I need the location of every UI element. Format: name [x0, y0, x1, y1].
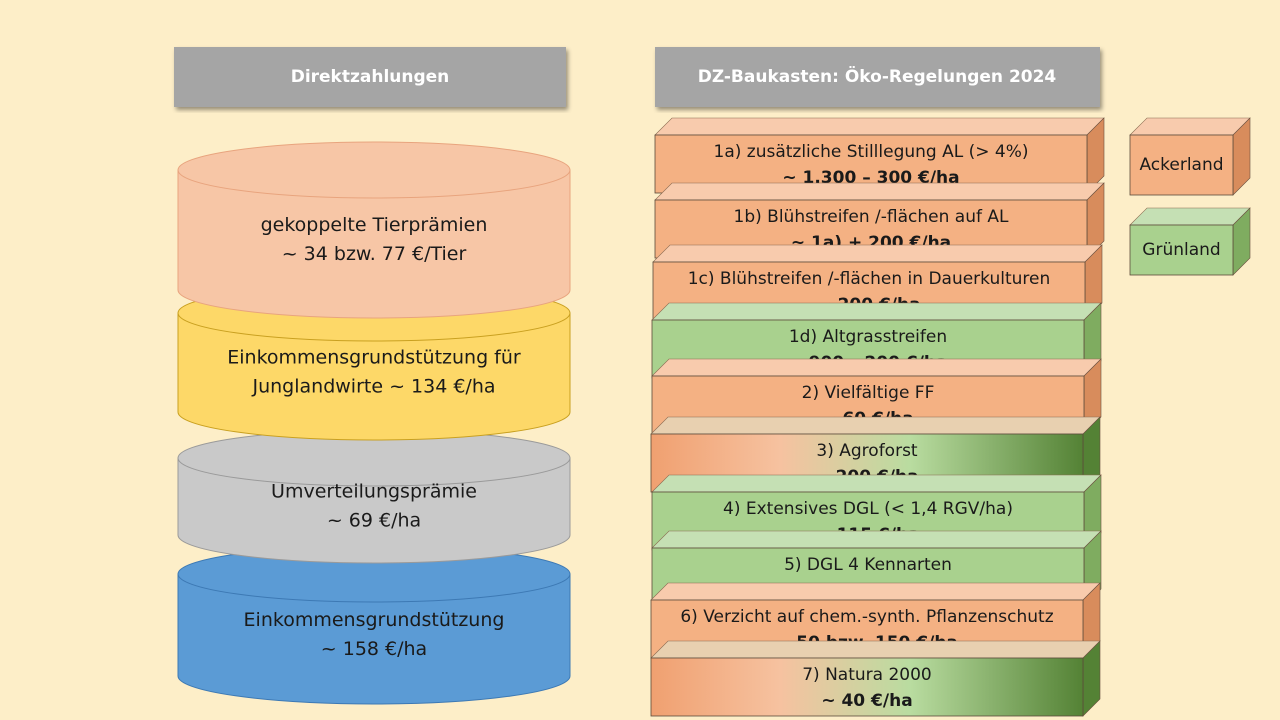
header-left: Direktzahlungen: [291, 67, 450, 87]
box-top: [651, 358, 1102, 377]
cylinder-label: Umverteilungsprämie: [271, 481, 477, 503]
header-right: DZ-Baukasten: Öko-Regelungen 2024: [698, 65, 1057, 87]
cylinder-body: [177, 312, 571, 441]
cylinder-label: ~ 69 €/ha: [327, 510, 421, 532]
box-top: [651, 302, 1102, 321]
cylinder-label: gekoppelte Tierprämien: [261, 214, 488, 236]
cylinder-label: Junglandwirte ~ 134 €/ha: [251, 376, 495, 398]
cylinder-label: ~ 34 bzw. 77 €/Tier: [282, 243, 467, 265]
box-top: [650, 640, 1101, 659]
box-title: 7) Natura 2000: [802, 665, 932, 685]
box-title: 3) Agroforst: [816, 441, 918, 461]
cylinder-label: Einkommensgrundstützung für: [227, 347, 521, 369]
legend-label: Grünland: [1142, 240, 1220, 260]
header-box: [174, 47, 566, 107]
box-title: 4) Extensives DGL (< 1,4 RGV/ha): [723, 499, 1013, 519]
box-top: [651, 530, 1102, 549]
box-title: 1d) Altgrasstreifen: [789, 327, 947, 347]
box-amount: ~ 40 €/ha: [821, 691, 912, 711]
cylinder-body: [177, 573, 571, 705]
box-title: 1a) zusätzliche Stilllegung AL (> 4%): [714, 142, 1029, 162]
legend-swatch: [1129, 224, 1234, 276]
legend-label: Ackerland: [1139, 155, 1223, 175]
box-top: [650, 582, 1101, 601]
legend-top: [1129, 117, 1251, 136]
box-front: [650, 657, 1084, 717]
cylinder-body: [177, 169, 571, 319]
box-top: [654, 182, 1105, 201]
box-title: 5) DGL 4 Kennarten: [784, 555, 952, 575]
box-top: [650, 416, 1101, 435]
cylinder-body: [177, 457, 571, 564]
legend-top: [1129, 207, 1251, 226]
box-top: [652, 244, 1103, 263]
cylinder-label: Einkommensgrundstützung: [244, 609, 505, 631]
box-title: 6) Verzicht auf chem.-synth. Pflanzensch…: [680, 607, 1053, 627]
header-box: [655, 47, 1100, 107]
box-title: 1b) Blühstreifen /-flächen auf AL: [734, 207, 1009, 227]
legend-swatch: [1129, 134, 1234, 196]
box-top: [651, 474, 1102, 493]
cylinder-top: [177, 141, 571, 199]
box-top: [654, 117, 1105, 136]
box-title: 1c) Blühstreifen /-flächen in Dauerkultu…: [688, 269, 1051, 289]
box-title: 2) Vielfältige FF: [802, 383, 935, 403]
cylinder-label: ~ 158 €/ha: [321, 638, 427, 660]
